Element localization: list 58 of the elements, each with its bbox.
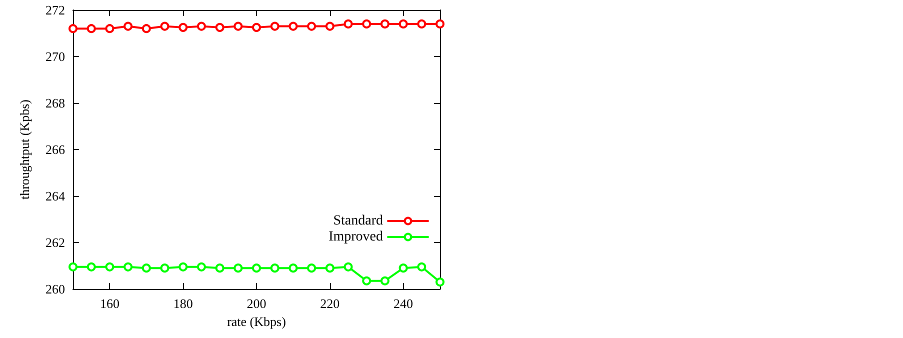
point [178,262,188,272]
point [105,262,114,272]
point [142,264,151,273]
point [325,264,334,273]
point [344,19,353,28]
y-tick-label: 264 [46,188,66,204]
point [398,264,408,273]
point [215,264,224,273]
point [105,24,114,34]
point [178,22,188,32]
x-axis-title: rate (Kbps) [227,314,286,329]
point [307,264,316,273]
point [417,19,426,28]
point [160,264,170,273]
point [325,22,334,31]
y-tick-label: 260 [46,282,65,296]
y-axis-title: throughtput (Kpbs) [17,99,32,200]
point [124,22,133,31]
point [142,24,151,34]
point [398,19,408,28]
y-tick-label: 268 [46,96,65,110]
y-tick-label: 262 [46,235,65,250]
point [252,22,261,32]
point [380,19,390,28]
legend-label: Standard [333,214,383,228]
point [362,276,372,286]
point [362,19,372,28]
point [436,19,444,28]
point [215,22,224,32]
x-tick-label: 180 [173,296,193,311]
point [270,22,280,31]
y-tick-label: 272 [46,2,65,18]
point [288,264,298,273]
point [270,264,280,273]
y-tick-label: 266 [46,142,66,157]
point [307,22,316,31]
point [436,278,444,287]
point [196,262,206,272]
point [234,22,243,31]
point [380,276,390,286]
point [68,262,78,272]
point [196,22,206,31]
point [86,262,96,272]
point [288,22,298,31]
x-tick-label: 220 [320,296,340,311]
point [124,262,133,272]
point [160,22,170,31]
x-tick-label: 160 [100,296,120,311]
point [417,262,426,272]
x-tick-label: 240 [394,296,414,311]
point [234,264,243,273]
point [252,264,261,273]
point [86,24,96,34]
point [68,24,78,34]
legend-label: Improved [328,230,383,244]
x-tick-label: 200 [246,296,266,311]
point [344,262,353,272]
y-tick-label: 270 [46,49,65,64]
